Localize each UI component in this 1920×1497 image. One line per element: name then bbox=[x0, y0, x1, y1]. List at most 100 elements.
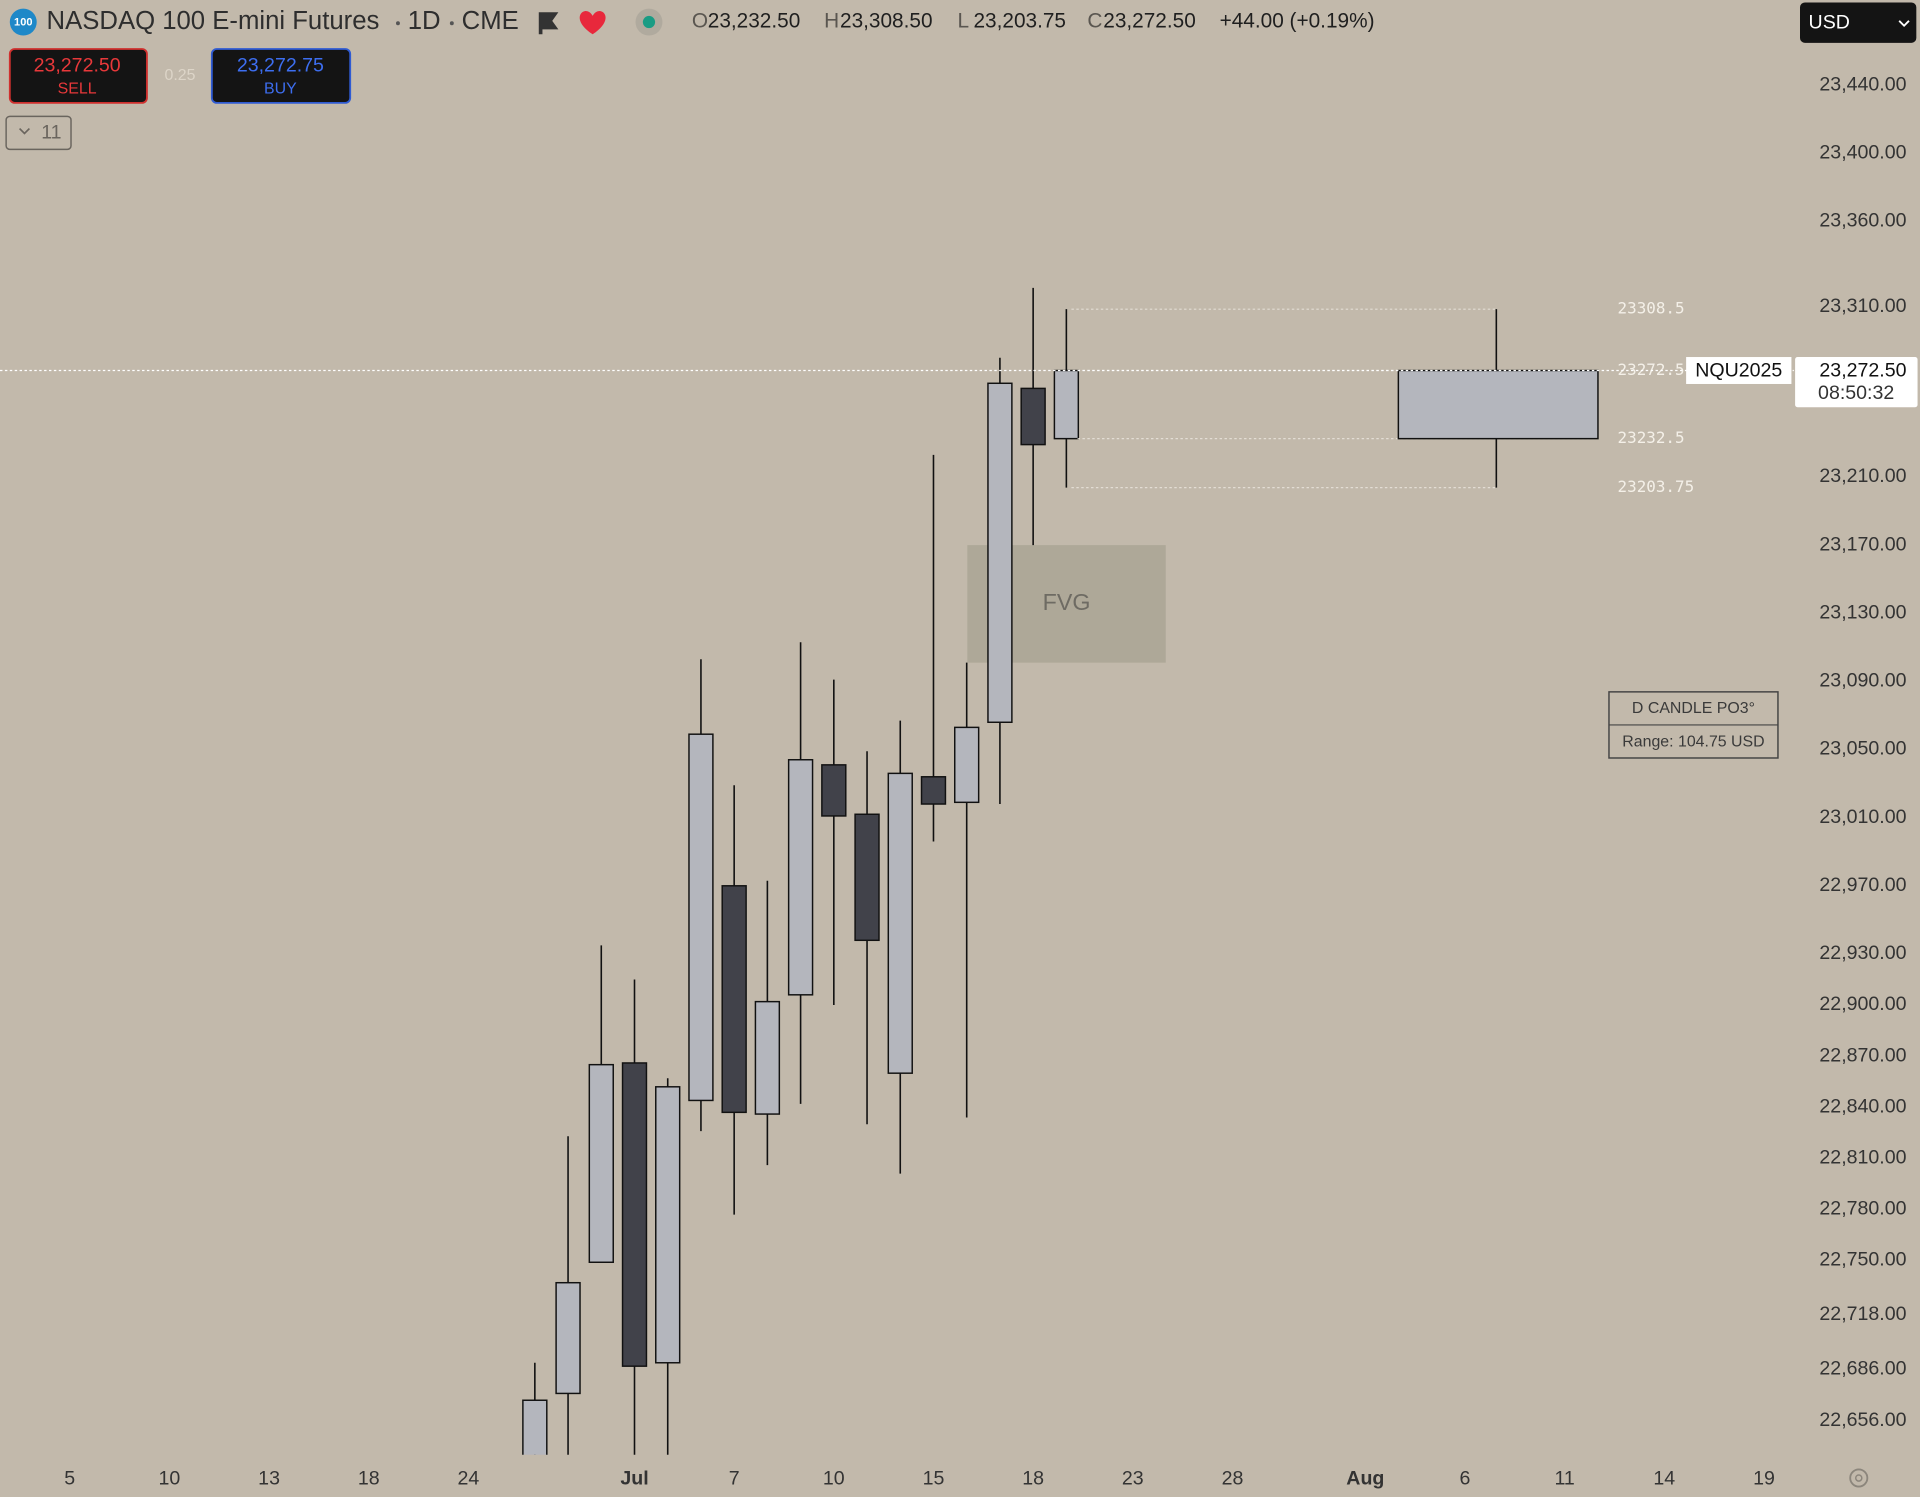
x-tick-label: 10 bbox=[159, 1467, 181, 1489]
x-tick-label: 14 bbox=[1653, 1467, 1675, 1489]
y-tick-label: 22,840.00 bbox=[1819, 1095, 1906, 1117]
overlay: 23308.5 23272.5 23232.5 23203.75 NQU2025 23,2… bbox=[0, 299, 1918, 759]
y-tick-label: 23,170.00 bbox=[1819, 533, 1906, 555]
candle-body bbox=[655, 1086, 681, 1364]
po3-title: D CANDLE PO3° bbox=[1632, 700, 1755, 717]
y-tick-label: 22,900.00 bbox=[1819, 993, 1906, 1015]
settings-icon-center bbox=[1854, 1474, 1863, 1482]
po3-body bbox=[1397, 369, 1599, 440]
price-label: 23,272.50 bbox=[1819, 359, 1906, 381]
candle-body bbox=[688, 733, 714, 1102]
status-dot bbox=[642, 15, 656, 29]
ohlc-key: H bbox=[824, 10, 839, 33]
indicators-toggle[interactable] bbox=[5, 115, 72, 151]
candle-body bbox=[821, 764, 847, 817]
candle-body bbox=[588, 1063, 614, 1263]
separator bbox=[396, 21, 400, 26]
x-tick-label: Aug bbox=[1346, 1467, 1384, 1489]
y-tick-label: 23,440.00 bbox=[1819, 73, 1906, 95]
po3-level-label: 23203.75 bbox=[1618, 477, 1695, 496]
ohlc-value: 23,308.50 bbox=[840, 10, 933, 33]
y-tick-label: 23,210.00 bbox=[1819, 465, 1906, 487]
x-tick-label: 6 bbox=[1460, 1467, 1471, 1489]
candle-body bbox=[1053, 369, 1080, 440]
candle-body bbox=[987, 382, 1013, 724]
contract-label: NQU2025 bbox=[1695, 359, 1782, 381]
y-tick-label: 22,718.00 bbox=[1819, 1303, 1906, 1325]
y-tick-label: 23,310.00 bbox=[1819, 295, 1906, 317]
ohlc-value: 23,203.75 bbox=[973, 10, 1066, 33]
po3-level-label: 23272.5 bbox=[1618, 360, 1685, 379]
candle-body bbox=[621, 1062, 648, 1367]
fvg-label: FVG bbox=[1043, 589, 1091, 615]
y-tick-label: 23,050.00 bbox=[1819, 738, 1906, 760]
time-axis: 5 10 13 18 24 Jul 7 10 15 18 23 28 Aug 6 11 14 19 bbox=[64, 1467, 1775, 1489]
buy-label[interactable]: BUY bbox=[264, 81, 297, 98]
y-tick-label: 23,130.00 bbox=[1819, 601, 1906, 623]
spread: 0.25 bbox=[165, 67, 196, 84]
separator bbox=[449, 21, 454, 26]
logo-text: 100 bbox=[14, 17, 32, 29]
chevron bbox=[18, 127, 30, 135]
sell-button[interactable] bbox=[8, 48, 148, 104]
po3-level-label: 23308.5 bbox=[1618, 299, 1685, 318]
y-tick-label: 22,810.00 bbox=[1819, 1147, 1906, 1169]
y-tick-label: 22,656.00 bbox=[1819, 1409, 1906, 1431]
po3-level-label: 23232.5 bbox=[1618, 428, 1685, 447]
y-tick-label: 22,930.00 bbox=[1819, 942, 1906, 964]
symbol[interactable]: NASDAQ 100 E-mini Futures bbox=[47, 7, 380, 35]
y-tick-label: 22,750.00 bbox=[1819, 1249, 1906, 1271]
x-tick-label: 19 bbox=[1753, 1467, 1775, 1489]
ohlc-key: O bbox=[692, 10, 708, 33]
sell-price[interactable]: 23,272.50 bbox=[34, 54, 121, 76]
buy-price[interactable]: 23,272.75 bbox=[237, 54, 324, 76]
candle-body bbox=[920, 776, 947, 805]
heart-icon[interactable] bbox=[579, 11, 606, 35]
currency-chevron bbox=[1898, 20, 1910, 28]
candle-body bbox=[887, 772, 913, 1074]
y-tick-label: 23,400.00 bbox=[1819, 141, 1906, 163]
x-tick-label: 10 bbox=[823, 1467, 845, 1489]
x-tick-label: 15 bbox=[923, 1467, 945, 1489]
y-tick-label: 22,686.00 bbox=[1819, 1358, 1906, 1380]
change: +44.00 (+0.19%) bbox=[1220, 10, 1375, 33]
ohlc-value: 23,272.50 bbox=[1103, 10, 1196, 33]
ohlc-readout: O 23,232.50 H 23,308.50 L 23,203.75 C 23,272.50 bbox=[692, 10, 1196, 33]
logo bbox=[9, 8, 37, 36]
buy-button[interactable] bbox=[210, 48, 352, 104]
currency-button[interactable] bbox=[1800, 2, 1917, 43]
ohlc-key: L bbox=[958, 10, 970, 33]
x-tick-label: 18 bbox=[1022, 1467, 1044, 1489]
indicators-count[interactable]: 11 bbox=[41, 122, 61, 144]
candle-body bbox=[854, 813, 880, 942]
x-tick-label: 23 bbox=[1122, 1467, 1144, 1489]
settings-icon[interactable] bbox=[1849, 1468, 1869, 1488]
candle-body bbox=[754, 1000, 781, 1115]
candle-body bbox=[1020, 387, 1046, 446]
x-tick-label: 13 bbox=[258, 1467, 280, 1489]
candle-body bbox=[522, 1399, 548, 1455]
y-tick-label: 23,010.00 bbox=[1819, 806, 1906, 828]
x-tick-label: 28 bbox=[1222, 1467, 1244, 1489]
candle-body bbox=[555, 1281, 581, 1395]
countdown: 08:50:32 bbox=[1818, 382, 1894, 404]
x-tick-label: 18 bbox=[358, 1467, 380, 1489]
interval[interactable]: 1D bbox=[408, 7, 441, 35]
candle-body bbox=[954, 726, 980, 804]
x-tick-label: 11 bbox=[1554, 1467, 1574, 1489]
y-tick-label: 23,090.00 bbox=[1819, 670, 1906, 692]
price-badge bbox=[1795, 357, 1918, 408]
x-tick-label: 5 bbox=[64, 1467, 75, 1489]
candle-body bbox=[721, 885, 747, 1114]
x-tick-label: 24 bbox=[458, 1467, 480, 1489]
sell-label[interactable]: SELL bbox=[58, 81, 97, 98]
candle-body bbox=[787, 759, 814, 996]
x-tick-label: Jul bbox=[620, 1467, 648, 1489]
flag-icon[interactable] bbox=[538, 12, 559, 35]
plot-area: FVG bbox=[522, 287, 1166, 1455]
y-tick-label: 22,780.00 bbox=[1819, 1198, 1906, 1220]
ohlc-value: 23,232.50 bbox=[708, 10, 801, 33]
currency[interactable]: USD bbox=[1809, 11, 1850, 33]
